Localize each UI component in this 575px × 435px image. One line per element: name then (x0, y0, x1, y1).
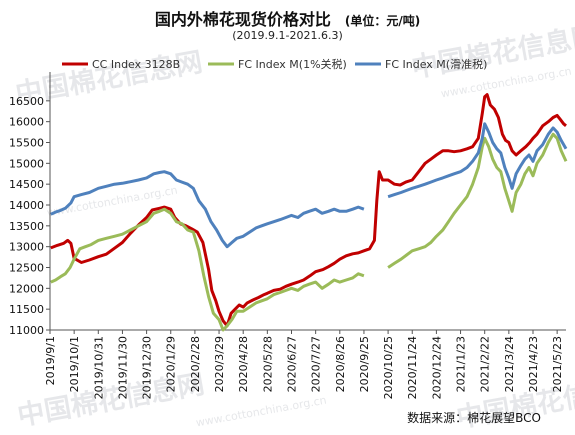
y-tick-label: 12000 (9, 282, 44, 295)
x-tick-label: 2019/11/30 (116, 336, 129, 399)
x-tick-label: 2021/1/23 (455, 336, 468, 392)
chart-title: 国内外棉花现货价格对比 (单位：元/吨) (154, 10, 421, 29)
x-tick-label: 2020/5/28 (261, 336, 274, 392)
legend-label: FC Index M(滑准税) (385, 57, 487, 71)
x-tick-label: 2020/11/24 (406, 336, 419, 399)
series-2 (50, 132, 568, 332)
data-source: 数据来源：棉花展望BCO (407, 411, 541, 425)
x-tick-label: 2019/9/1 (44, 336, 57, 385)
y-tick-label: 16500 (9, 95, 44, 108)
x-tick-label: 2021/5/23 (551, 336, 564, 392)
legend-label: CC Index 3128B (92, 58, 180, 71)
y-tick-label: 13000 (9, 241, 44, 254)
chart-subtitle: (2019.9.1-2021.6.3) (232, 29, 343, 42)
x-tick-label: 2019/10/31 (92, 336, 105, 399)
series-1 (50, 93, 567, 328)
y-tick-label: 15500 (9, 137, 44, 150)
x-tick-label: 2020/9/25 (358, 336, 371, 392)
x-tick-label: 2020/4/28 (237, 336, 250, 392)
y-tick-label: 14000 (9, 199, 44, 212)
x-tick-label: 2019/12/30 (141, 336, 154, 399)
x-tick-label: 2020/1/29 (165, 336, 178, 392)
x-tick-label: 2020/8/26 (334, 336, 347, 392)
series-line (50, 207, 365, 332)
y-tick-label: 14500 (9, 178, 44, 191)
x-tick-label: 2021/4/23 (527, 336, 540, 392)
y-tick-label: 15000 (9, 157, 44, 170)
y-tick-label: 11000 (9, 324, 44, 337)
y-tick-label: 13500 (9, 220, 44, 233)
x-tick-label: 2020/6/27 (285, 336, 298, 392)
y-tick-label: 12500 (9, 262, 44, 275)
unit-label: (单位：元/吨) (344, 14, 421, 28)
x-tick-label: 2020/2/28 (189, 336, 202, 392)
series-line (50, 170, 365, 249)
series-line (50, 93, 567, 328)
x-tick-label: 2021/2/22 (479, 336, 492, 392)
series-3 (50, 122, 568, 249)
series-line (387, 122, 568, 199)
y-tick-label: 16000 (9, 116, 44, 129)
x-tick-label: 2020/7/27 (310, 336, 323, 392)
x-tick-label: 2020/10/25 (382, 336, 395, 399)
series-line (387, 132, 568, 269)
x-tick-label: 2020/3/29 (213, 336, 226, 392)
y-tick-label: 11500 (9, 303, 44, 316)
legend-label: FC Index M(1%关税) (238, 57, 347, 71)
x-tick-label: 2021/3/24 (503, 336, 516, 392)
x-tick-label: 2019/10/1 (68, 336, 81, 392)
x-tick-label: 2020/12/24 (430, 336, 443, 399)
